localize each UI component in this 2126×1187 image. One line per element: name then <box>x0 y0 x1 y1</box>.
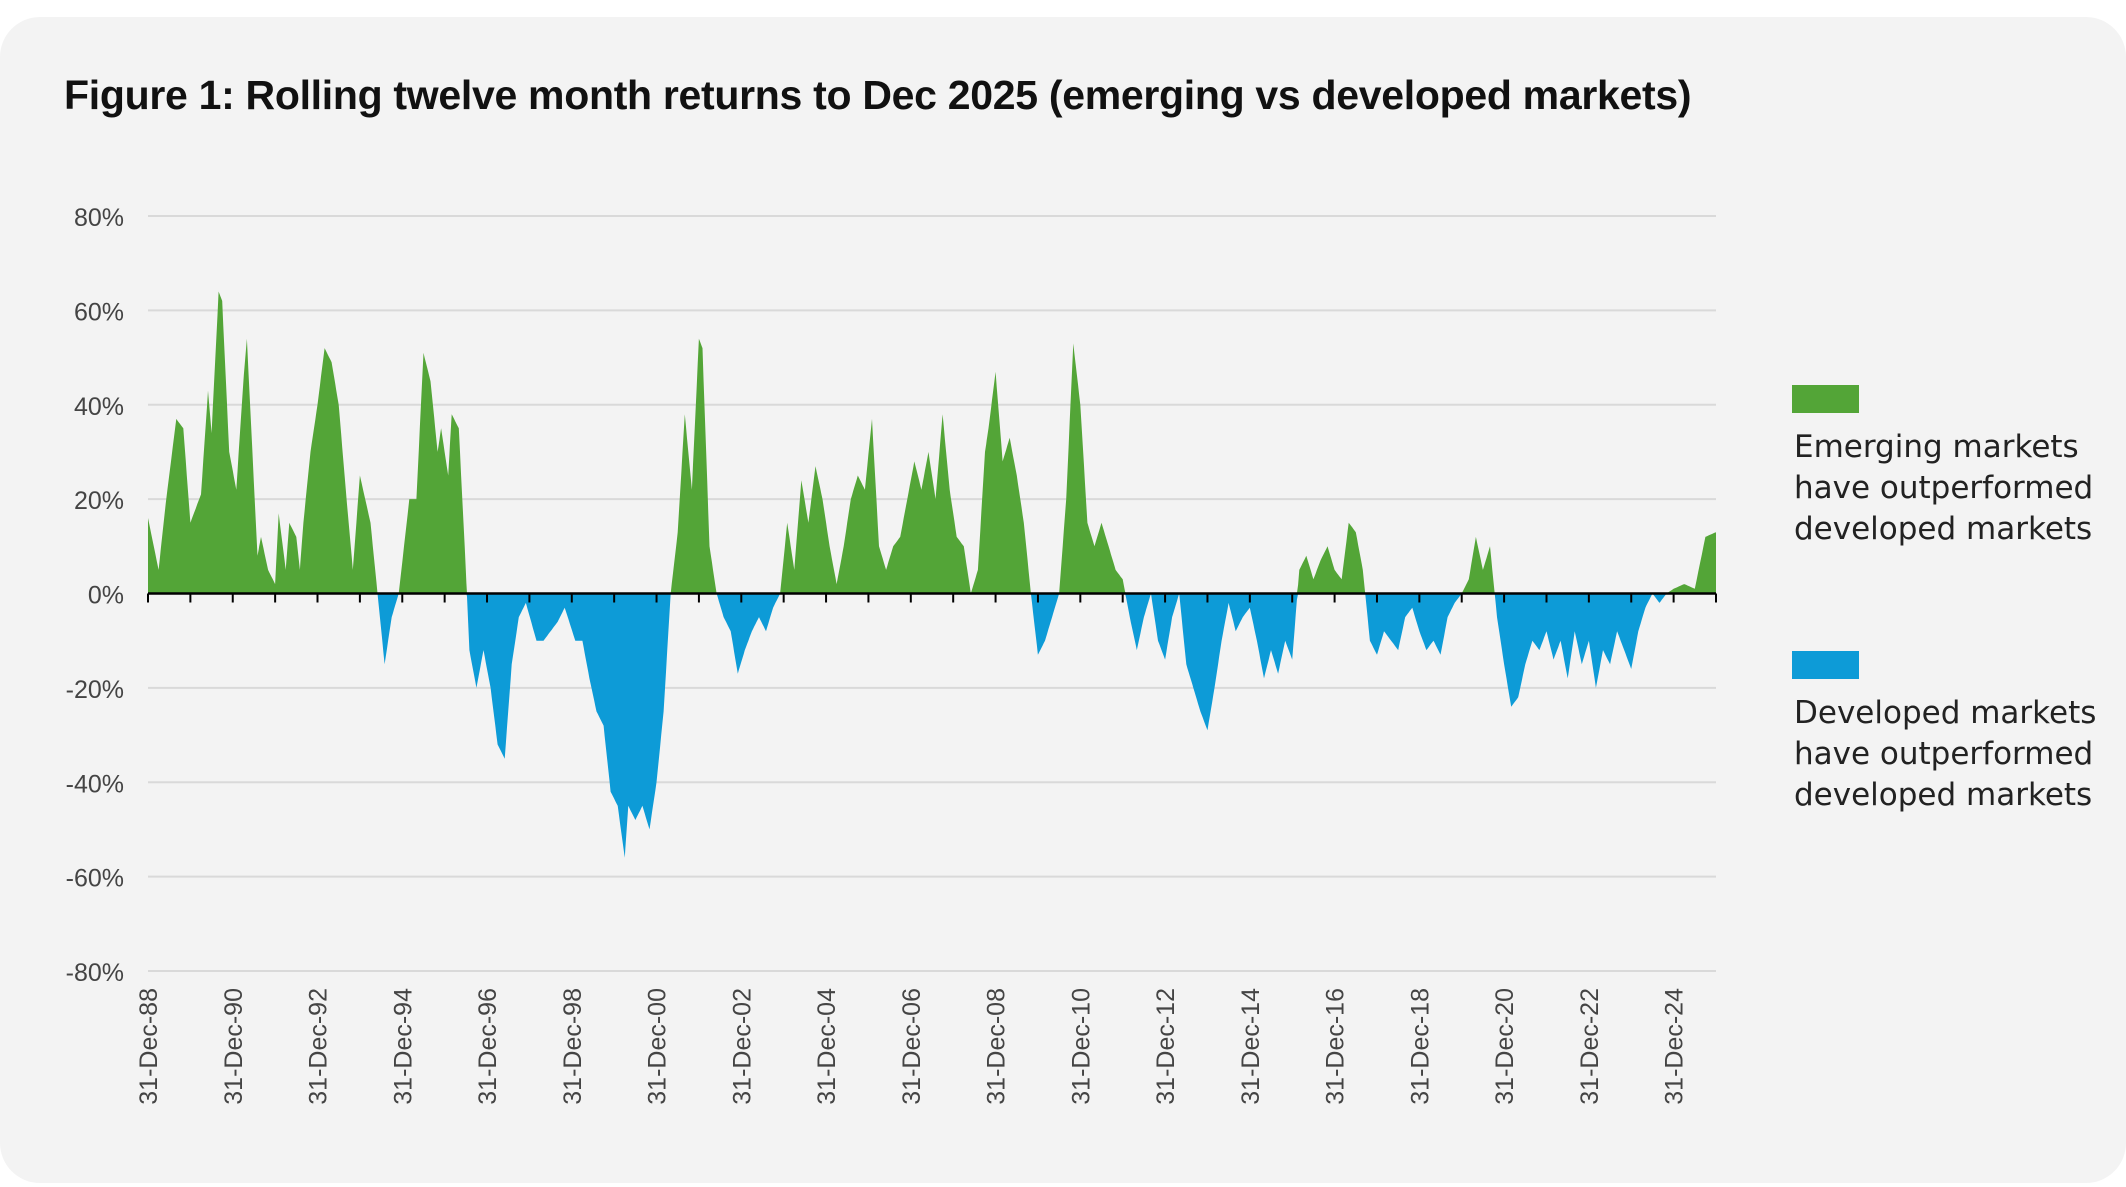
x-tick-label: 31-Dec-12 <box>1152 988 1180 1105</box>
y-tick-label: 80% <box>74 204 124 232</box>
x-tick-label: 31-Dec-00 <box>644 988 672 1105</box>
y-tick-label: -80% <box>66 959 124 987</box>
x-tick-label: 31-Dec-06 <box>898 988 926 1105</box>
x-tick-label: 31-Dec-04 <box>813 988 841 1105</box>
legend-line: Emerging markets <box>1794 429 2079 465</box>
x-tick-label: 31-Dec-20 <box>1491 988 1519 1105</box>
x-tick-label: 31-Dec-98 <box>559 988 587 1105</box>
legend-label-emerging: Emerging markets have outperformed devel… <box>1794 427 2093 550</box>
x-tick-label: 31-Dec-96 <box>474 988 502 1105</box>
chart-title: Figure 1: Rolling twelve month returns t… <box>64 72 1692 118</box>
legend-line: have outperformed <box>1794 736 2094 772</box>
area-outperform-emerging <box>148 291 1716 594</box>
legend-line: Developed markets <box>1794 695 2097 731</box>
chart-card <box>0 17 2126 1183</box>
y-tick-label: -60% <box>66 865 124 893</box>
x-tick-label: 31-Dec-88 <box>135 988 163 1105</box>
x-tick-label: 31-Dec-02 <box>728 988 756 1105</box>
y-tick-label: 0% <box>88 582 124 610</box>
x-tick-label: 31-Dec-92 <box>305 988 333 1105</box>
x-tick-label: 31-Dec-22 <box>1576 988 1604 1105</box>
legend-label-developed: Developed markets have outperformed deve… <box>1794 693 2096 816</box>
legend-swatch-emerging <box>1792 385 1859 413</box>
x-tick-labels: 31-Dec-88 31-Dec-90 31-Dec-92 31-Dec-94 31-D… <box>135 988 1689 1105</box>
y-tick-label: -40% <box>66 770 124 798</box>
x-tick-label: 31-Dec-94 <box>389 988 417 1105</box>
legend-line: developed markets <box>1794 777 2093 813</box>
y-tick-labels: 80% 60% 40% 20% 0% -20% -40% -60% -80% <box>66 204 124 987</box>
x-axis <box>147 592 1717 603</box>
legend-swatch-developed <box>1792 651 1859 679</box>
x-tick-label: 31-Dec-18 <box>1406 988 1434 1105</box>
x-tick-label: 31-Dec-10 <box>1067 988 1095 1105</box>
area-outperform-developed <box>148 593 1716 858</box>
y-tick-label: 20% <box>74 487 124 515</box>
y-tick-label: -20% <box>66 676 124 704</box>
legend-line: have outperformed <box>1794 470 2094 506</box>
x-tick-label: 31-Dec-90 <box>220 988 248 1105</box>
x-tick-label: 31-Dec-24 <box>1661 988 1689 1105</box>
gridlines <box>148 215 1716 972</box>
area-series <box>148 291 1716 858</box>
y-tick-label: 60% <box>74 298 124 326</box>
legend-line: developed markets <box>1794 511 2093 547</box>
x-tick-label: 31-Dec-08 <box>983 988 1011 1105</box>
y-tick-label: 40% <box>74 393 124 421</box>
x-tick-label: 31-Dec-14 <box>1237 988 1265 1105</box>
x-tick-label: 31-Dec-16 <box>1322 988 1350 1105</box>
